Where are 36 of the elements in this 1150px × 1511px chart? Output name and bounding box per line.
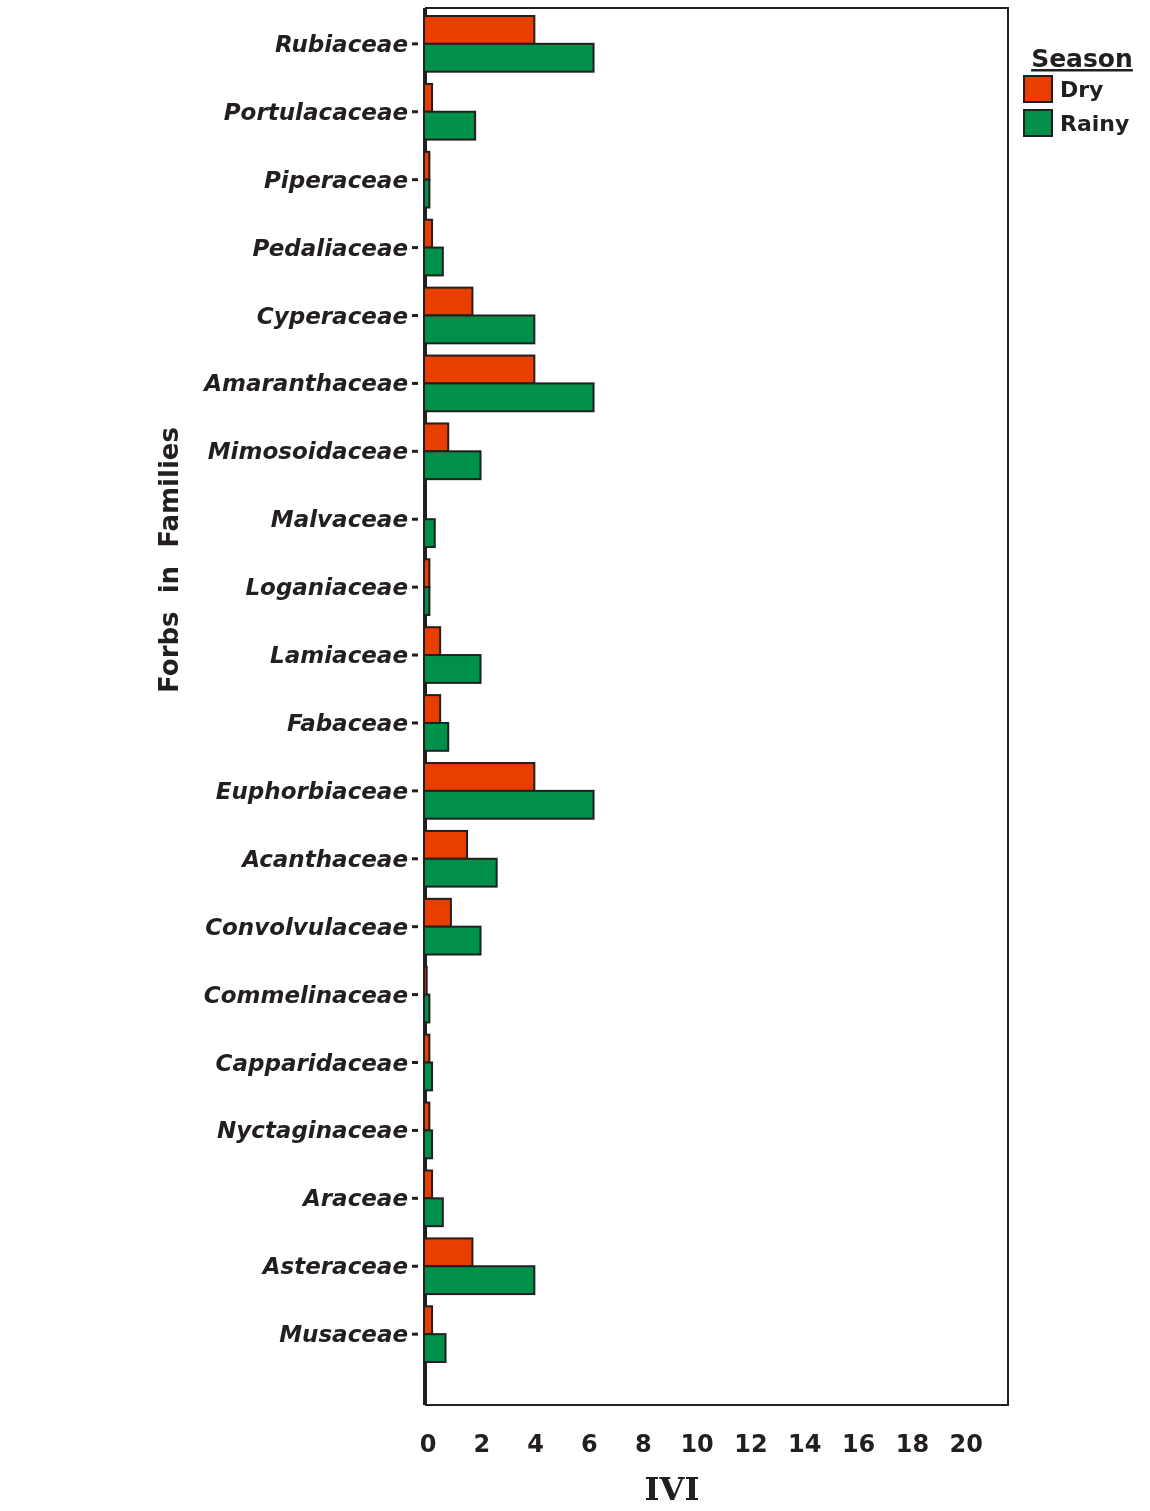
x-tick-label: 6 <box>581 1430 598 1458</box>
x-tick-label: 14 <box>788 1430 822 1458</box>
y-tick-label: Piperaceae <box>263 166 408 193</box>
x-tick-label: 0 <box>419 1430 437 1458</box>
y-tick-label: Mimosoidaceae <box>207 438 408 465</box>
x-tick-label: 8 <box>634 1430 652 1458</box>
y-tick-label: Amaranthaceae <box>202 370 408 397</box>
legend-label: Rainy <box>1060 110 1130 136</box>
y-tick-label: Acanthaceae <box>240 845 408 872</box>
x-tick-label: 16 <box>841 1430 876 1458</box>
y-axis-title: Forbs in Families <box>154 427 184 693</box>
y-tick-label: Fabaceae <box>287 710 408 737</box>
y-tick-label: Capparidaceae <box>215 1049 408 1076</box>
y-tick-label: Araceae <box>300 1185 408 1212</box>
y-tick-label: Cyperaceae <box>256 302 408 329</box>
x-axis-title: IVI <box>644 1470 700 1508</box>
y-tick-label: Asteraceae <box>260 1253 408 1280</box>
legend-label: Dry <box>1060 76 1104 102</box>
x-tick-label: 4 <box>527 1430 544 1458</box>
y-tick-label: Portulacaceae <box>223 98 408 125</box>
y-tick-label: Loganiaceae <box>245 574 408 601</box>
x-tick-label: 20 <box>949 1430 983 1458</box>
y-tick-label: Malvaceae <box>270 506 408 533</box>
x-tick-label: 10 <box>680 1430 714 1458</box>
y-tick-label: Lamiaceae <box>270 642 408 669</box>
legend-title: Season <box>1031 44 1133 73</box>
x-tick-label: 12 <box>734 1430 768 1458</box>
y-tick-label: Commelinaceae <box>203 981 408 1008</box>
y-tick-label: Convolvulaceae <box>205 913 408 940</box>
x-tick-label: 18 <box>895 1430 930 1458</box>
y-tick-label: Pedaliaceae <box>252 234 408 261</box>
y-tick-label: Euphorbiaceae <box>215 777 408 804</box>
y-tick-label: Nyctaginaceae <box>217 1117 408 1144</box>
y-tick-label: Rubiaceae <box>274 30 408 57</box>
x-tick-label: 2 <box>473 1430 491 1458</box>
y-tick-label: Musaceae <box>279 1321 408 1348</box>
